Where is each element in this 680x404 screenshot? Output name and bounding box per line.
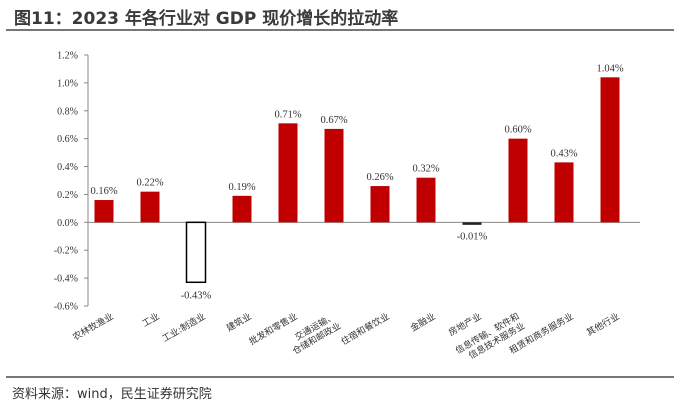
y-tick-label: -0.4% (54, 274, 78, 285)
category-label: 其他行业 (584, 310, 621, 338)
bar (600, 77, 620, 223)
bar (324, 128, 344, 223)
category-label: 农林牧渔业 (71, 310, 116, 343)
bar (508, 138, 528, 223)
data-label: 0.71% (274, 109, 301, 120)
y-tick-label: 0.6% (57, 134, 78, 145)
y-tick-label: -0.2% (54, 246, 78, 257)
bar (416, 177, 436, 223)
data-label: 0.32% (412, 164, 439, 175)
y-tick-label: 1.2% (57, 51, 78, 62)
bar (140, 191, 160, 223)
bar (232, 195, 252, 223)
data-label: -0.01% (457, 232, 488, 243)
category-label: 批发和零售业 (247, 310, 300, 347)
y-tick-label: 0.4% (57, 162, 78, 173)
data-label: 0.16% (90, 186, 117, 197)
source-note: 资料来源：wind，民生证券研究院 (12, 387, 212, 402)
data-label: 0.26% (366, 172, 393, 183)
footer-divider (6, 376, 674, 378)
data-label: 0.67% (320, 115, 347, 126)
y-tick-label: 0.8% (57, 106, 78, 117)
data-label: 0.22% (136, 178, 163, 189)
data-label: -0.43% (181, 290, 212, 301)
y-tick-label: 0.2% (57, 190, 78, 201)
bar (370, 186, 390, 223)
bar (94, 200, 114, 223)
title-divider (6, 29, 674, 31)
y-tick-label: 0.0% (57, 218, 78, 229)
category-label: 建筑业 (224, 310, 253, 334)
category-label: 工业:制造业 (160, 310, 208, 344)
bar (278, 123, 298, 223)
data-label: 0.19% (228, 182, 255, 193)
category-label: 金融业 (408, 310, 437, 334)
y-tick-label: 1.0% (57, 78, 78, 89)
data-label: 0.43% (550, 148, 577, 159)
category-label: 住宿和餐饮业 (339, 310, 392, 347)
data-label: 0.60% (504, 125, 531, 136)
bar (554, 162, 574, 223)
data-label: 1.04% (596, 63, 623, 74)
chart-title: 图11：2023 年各行业对 GDP 现价增长的拉动率 (14, 9, 399, 29)
bar (462, 222, 482, 225)
category-label: 工业 (140, 311, 161, 330)
bar (185, 221, 207, 284)
y-tick-label: -0.6% (54, 302, 78, 313)
